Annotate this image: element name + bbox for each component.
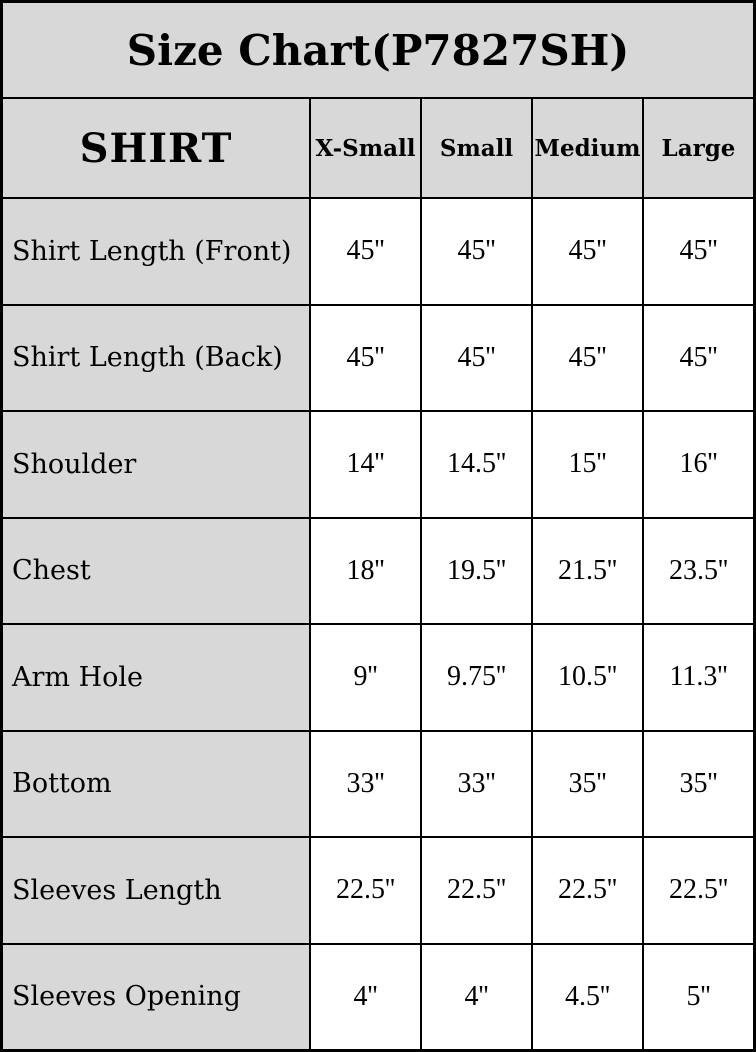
table-cell: 18'' [311,518,420,623]
column-header-small: Small [422,99,531,197]
table-cell: 33'' [422,731,531,836]
table-cell: 16'' [644,412,753,517]
row-label: Shirt Length (Front) [3,199,309,304]
table-cell: 5'' [644,944,753,1049]
row-label: Chest [3,518,309,623]
row-label: Bottom [3,731,309,836]
chart-title: Size Chart(P7827SH) [3,3,753,97]
table-cell: 45'' [422,305,531,410]
row-label: Shirt Length (Back) [3,305,309,410]
table-cell: 45'' [311,199,420,304]
table-cell: 22.5'' [644,838,753,943]
table-cell: 45'' [533,199,642,304]
table-cell: 9'' [311,625,420,730]
table-cell: 14'' [311,412,420,517]
row-label: Sleeves Length [3,838,309,943]
column-header-medium: Medium [533,99,642,197]
column-header-large: Large [644,99,753,197]
table-cell: 9.75'' [422,625,531,730]
table-cell: 15'' [533,412,642,517]
table-cell: 33'' [311,731,420,836]
table-cell: 22.5'' [422,838,531,943]
table-cell: 45'' [644,305,753,410]
table-cell: 45'' [422,199,531,304]
row-label: Sleeves Opening [3,944,309,1049]
row-label: Arm Hole [3,625,309,730]
table-cell: 35'' [533,731,642,836]
table-cell: 4.5'' [533,944,642,1049]
table-cell: 4'' [311,944,420,1049]
corner-header: SHIRT [3,99,309,197]
table-cell: 22.5'' [311,838,420,943]
table-cell: 35'' [644,731,753,836]
table-cell: 45'' [311,305,420,410]
table-cell: 10.5'' [533,625,642,730]
table-cell: 14.5'' [422,412,531,517]
row-label: Shoulder [3,412,309,517]
table-cell: 23.5'' [644,518,753,623]
column-header-xsmall: X-Small [311,99,420,197]
table-cell: 4'' [422,944,531,1049]
table-cell: 22.5'' [533,838,642,943]
table-cell: 21.5'' [533,518,642,623]
table-cell: 19.5'' [422,518,531,623]
table-cell: 45'' [644,199,753,304]
table-cell: 45'' [533,305,642,410]
table-cell: 11.3'' [644,625,753,730]
